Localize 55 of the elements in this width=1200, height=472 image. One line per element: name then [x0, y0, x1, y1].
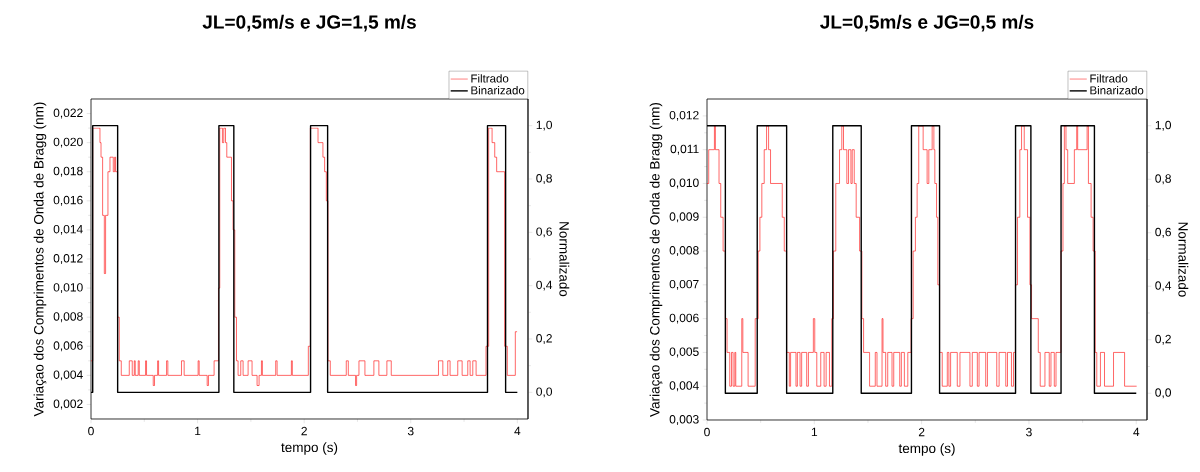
y2-tick-label: 0,8: [536, 174, 552, 184]
y-axis-title: Variaçao dos Comprimentos de Onda de Bragg (nm): [33, 102, 47, 417]
y-tick-label: 0,012: [669, 110, 699, 121]
x-tick-label: 1: [195, 426, 201, 436]
y-tick-label: 0,016: [53, 195, 83, 206]
x-tick-label: 1: [811, 427, 818, 437]
chart-title: JL=0,5m/s e JG=1,5 m/s: [202, 14, 416, 32]
x-tick-label: 0: [88, 426, 94, 436]
y-tick-label: 0,020: [53, 137, 83, 148]
y-tick-label: 0,022: [53, 108, 83, 119]
chart-title: JL=0,5m/s e JG=0,5 m/s: [820, 14, 1034, 32]
x-tick-label: 0: [704, 427, 710, 437]
x-tick-label: 4: [1133, 427, 1140, 437]
x-axis-title: tempo (s): [281, 442, 338, 455]
y2-tick-label: 0,4: [536, 280, 553, 291]
x-tick-label: 3: [1026, 427, 1032, 437]
y-tick-label: 0,008: [669, 246, 699, 257]
y-tick-label: 0,011: [670, 144, 699, 155]
y-tick-label: 0,002: [53, 399, 83, 410]
y2-tick-label: 0,6: [1155, 227, 1171, 238]
y2-axis-title: Normalizado: [559, 222, 570, 297]
legend-label: Binarizado: [1090, 85, 1144, 95]
y2-tick-label: 1,0: [536, 120, 553, 131]
y-tick-label: 0,007: [669, 279, 699, 290]
y2-axis-title: Normalizado: [1178, 222, 1189, 297]
y2-tick-label: 1,0: [1155, 120, 1172, 131]
y2-tick-label: 0,6: [536, 227, 552, 238]
legend-label: Filtrado: [471, 74, 509, 83]
y-tick-label: 0,004: [669, 381, 699, 392]
y2-tick-label: 0,0: [536, 387, 553, 398]
legend-label: Filtrado: [1090, 74, 1128, 83]
y-tick-label: 0,004: [53, 370, 83, 381]
x-tick-label: 2: [301, 426, 307, 436]
x-tick-label: 3: [407, 426, 414, 436]
y2-tick-label: 0,8: [1155, 174, 1171, 185]
y2-tick-label: 0,4: [1155, 281, 1172, 292]
x-axis-title: tempo (s): [898, 443, 955, 456]
y2-tick-label: 0,2: [1155, 334, 1171, 345]
x-tick-label: 2: [918, 427, 925, 437]
legend-label: Binarizado: [471, 85, 525, 95]
y-tick-label: 0,012: [53, 254, 83, 264]
y-tick-label: 0,018: [53, 166, 83, 177]
y2-tick-label: 0,2: [536, 334, 552, 344]
y-tick-label: 0,006: [53, 341, 83, 352]
y-tick-label: 0,010: [53, 283, 83, 294]
y-tick-label: 0,005: [669, 347, 699, 358]
y2-tick-label: 0,0: [1155, 388, 1172, 399]
x-tick-label: 4: [514, 426, 521, 436]
y-tick-label: 0,003: [669, 415, 699, 425]
y-tick-label: 0,008: [53, 312, 83, 323]
y-tick-label: 0,009: [669, 212, 699, 223]
y-tick-label: 0,010: [669, 178, 699, 189]
y-tick-label: 0,014: [53, 224, 83, 235]
y-axis-title: Variaçao dos Comprimentos de Onda de Bragg (nm): [649, 102, 663, 417]
y-tick-label: 0,006: [669, 313, 699, 324]
